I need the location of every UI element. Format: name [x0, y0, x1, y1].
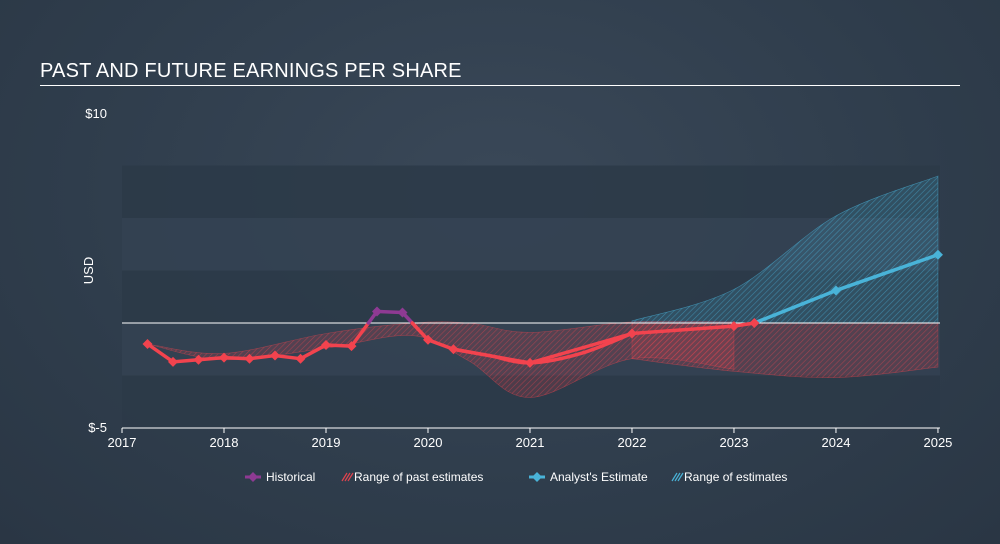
- legend-range-of-estimates-swatch-hatch: [674, 472, 681, 482]
- historical-line-segment: [349, 321, 371, 348]
- historical-point: [193, 354, 204, 365]
- legend-range-of-estimates-label: Range of estimates: [684, 470, 787, 484]
- historical-point: [295, 353, 306, 364]
- axes: 2017 2018 2019 2020 2021 2022 2023 2024 2025 $10 $…: [81, 106, 952, 450]
- x-tick-label: 2025: [923, 435, 952, 450]
- analyst-estimate-line-segment: [752, 288, 838, 325]
- y-axis-label: USD: [81, 257, 96, 284]
- x-tick-label: 2020: [414, 435, 443, 450]
- historical-point: [218, 352, 229, 363]
- analyst-estimate-point: [749, 318, 760, 328]
- legend-analyst-s-estimate-label: Analyst's Estimate: [550, 470, 648, 484]
- series-markers: [142, 249, 943, 368]
- legend-historical-swatch-marker: [248, 472, 258, 482]
- chart-title: PAST AND FUTURE EARNINGS PER SHARE: [40, 60, 462, 82]
- historical-line-segment: [145, 342, 175, 364]
- x-tick-label: 2017: [108, 435, 137, 450]
- historical-line-segment: [410, 321, 430, 342]
- historical-point: [371, 306, 382, 317]
- x-tick-label: 2022: [618, 435, 647, 450]
- historical-line-segment: [426, 338, 456, 351]
- historical-line-segment: [298, 343, 328, 361]
- legend-range-of-estimates-swatch-hatch: [671, 472, 678, 482]
- y-tick-label: $10: [85, 106, 107, 121]
- historical-line-segment: [528, 331, 634, 365]
- historical-point: [524, 357, 535, 368]
- historical-point: [244, 353, 255, 364]
- legend-analyst-s-estimate-swatch-marker: [532, 472, 542, 482]
- x-tick-label: 2023: [720, 435, 749, 450]
- legend-range-of-past-estimates-label: Range of past estimates: [354, 470, 483, 484]
- legend-range-of-past-estimates-swatch-hatch: [344, 472, 351, 482]
- legend-range-of-estimates-swatch-hatch: [677, 472, 684, 482]
- historical-point: [346, 341, 357, 352]
- historical-point: [626, 328, 637, 339]
- historical-point: [142, 339, 153, 349]
- x-tick-label: 2021: [516, 435, 545, 450]
- historical-point: [320, 340, 331, 351]
- historical-line-segment: [630, 324, 736, 336]
- estimate-ranges: [147, 175, 939, 398]
- x-tick-label: 2019: [312, 435, 341, 450]
- historical-point: [448, 344, 459, 355]
- analyst-estimate-point: [932, 249, 943, 260]
- legend-range-of-past-estimates-swatch-hatch: [347, 472, 354, 482]
- historical-point: [167, 356, 178, 367]
- historical-point: [728, 321, 739, 332]
- x-tick-label: 2018: [210, 435, 239, 450]
- historical-point: [269, 350, 280, 361]
- title-divider: [40, 85, 960, 86]
- analyst-estimate-point: [830, 285, 841, 296]
- legend-range-of-past-estimates-swatch-hatch: [341, 472, 348, 482]
- historical-point: [397, 307, 408, 318]
- historical-point: [422, 334, 433, 345]
- analyst-estimate-line-segment: [834, 253, 940, 293]
- x-tick-label: 2024: [822, 435, 851, 450]
- y-tick-label: $-5: [88, 420, 107, 435]
- legend-historical-label: Historical: [266, 470, 315, 484]
- background-band: [122, 165, 940, 218]
- legend: Historical Range of past estimates Analyst…: [245, 470, 787, 484]
